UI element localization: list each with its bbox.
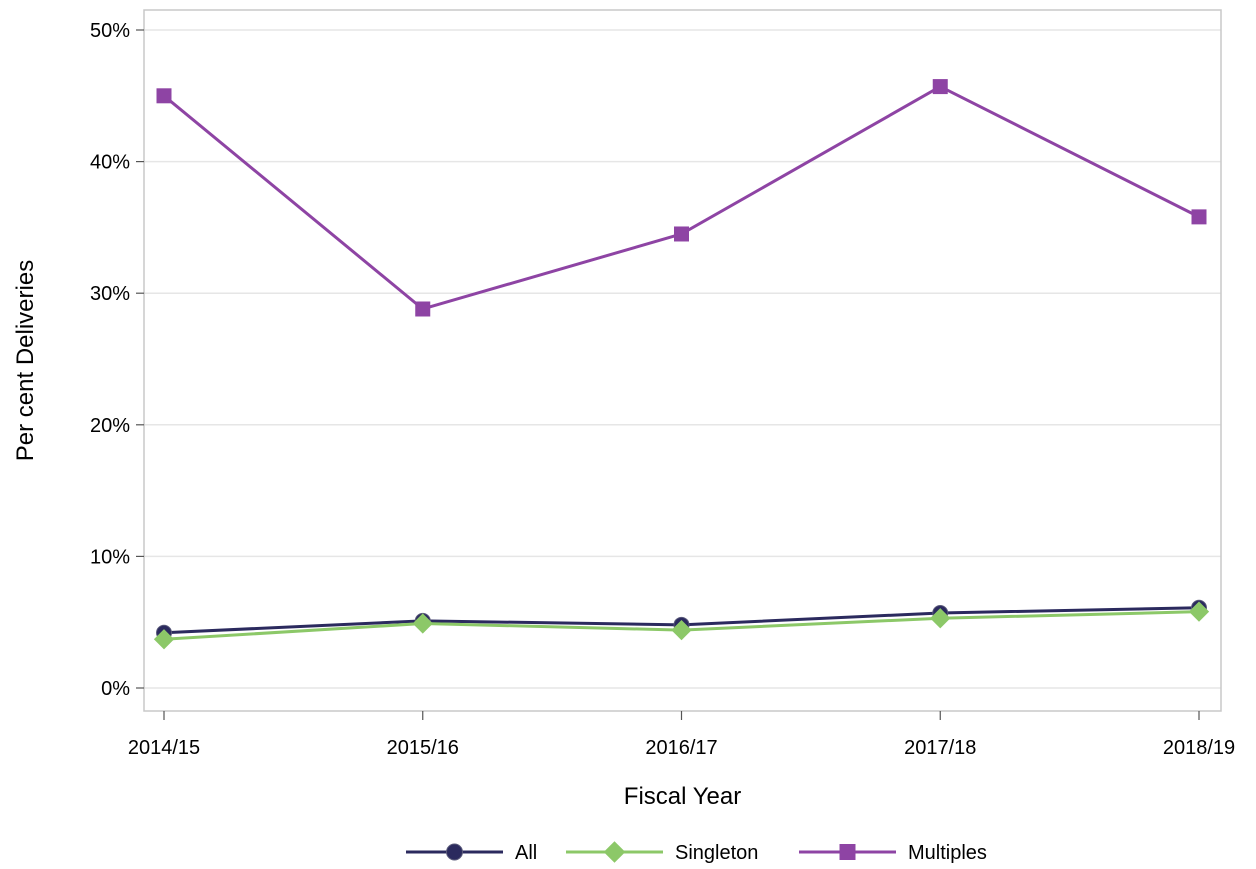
data-point-multiples <box>674 226 689 242</box>
y-tick-label: 50% <box>90 20 130 42</box>
legend-marker-multiples <box>839 844 856 860</box>
y-tick-label: 30% <box>90 283 130 305</box>
data-point-multiples <box>415 301 431 317</box>
y-tick-label: 40% <box>90 152 130 174</box>
legend-label-singleton: Singleton <box>675 842 758 864</box>
data-point-singleton <box>671 619 692 641</box>
y-axis-ticks: 0% 10% 20% 30% 40% 50% <box>90 20 144 700</box>
legend-marker-singleton <box>603 841 626 863</box>
y-tick-label: 10% <box>90 546 130 568</box>
y-tick-label: 20% <box>90 415 130 437</box>
x-tick-label: 2015/16 <box>387 737 459 759</box>
series-multiples <box>156 79 1207 317</box>
x-tick-label: 2017/18 <box>904 737 976 759</box>
legend-label-multiples: Multiples <box>908 842 987 864</box>
data-point-singleton <box>1188 601 1210 622</box>
x-axis-title: Fiscal Year <box>624 783 741 810</box>
x-tick-label: 2014/15 <box>128 737 200 759</box>
y-tick-label: 0% <box>101 678 130 700</box>
legend-item-all: All <box>406 842 537 864</box>
legend-marker-all <box>446 843 463 861</box>
series-group <box>153 79 1210 650</box>
plot-frame <box>143 9 1222 712</box>
data-point-singleton <box>930 608 951 629</box>
legend-item-multiples: Multiples <box>799 842 987 864</box>
data-point-multiples <box>156 88 172 104</box>
data-point-singleton <box>412 613 433 634</box>
legend-item-singleton: Singleton <box>566 841 758 864</box>
data-point-multiples <box>932 79 948 95</box>
data-point-singleton <box>153 629 175 650</box>
legend: All Singleton Multiples <box>406 841 987 864</box>
y-axis-title: Per cent Deliveries <box>12 260 39 461</box>
legend-label-all: All <box>515 842 537 864</box>
x-axis-ticks: 2014/15 2015/16 2016/17 2017/18 2018/19 <box>128 711 1235 759</box>
x-tick-label: 2018/19 <box>1163 737 1235 759</box>
data-point-multiples <box>1191 209 1207 225</box>
x-tick-label: 2016/17 <box>645 737 717 759</box>
gridlines <box>144 29 1221 689</box>
series-singleton <box>153 601 1210 650</box>
